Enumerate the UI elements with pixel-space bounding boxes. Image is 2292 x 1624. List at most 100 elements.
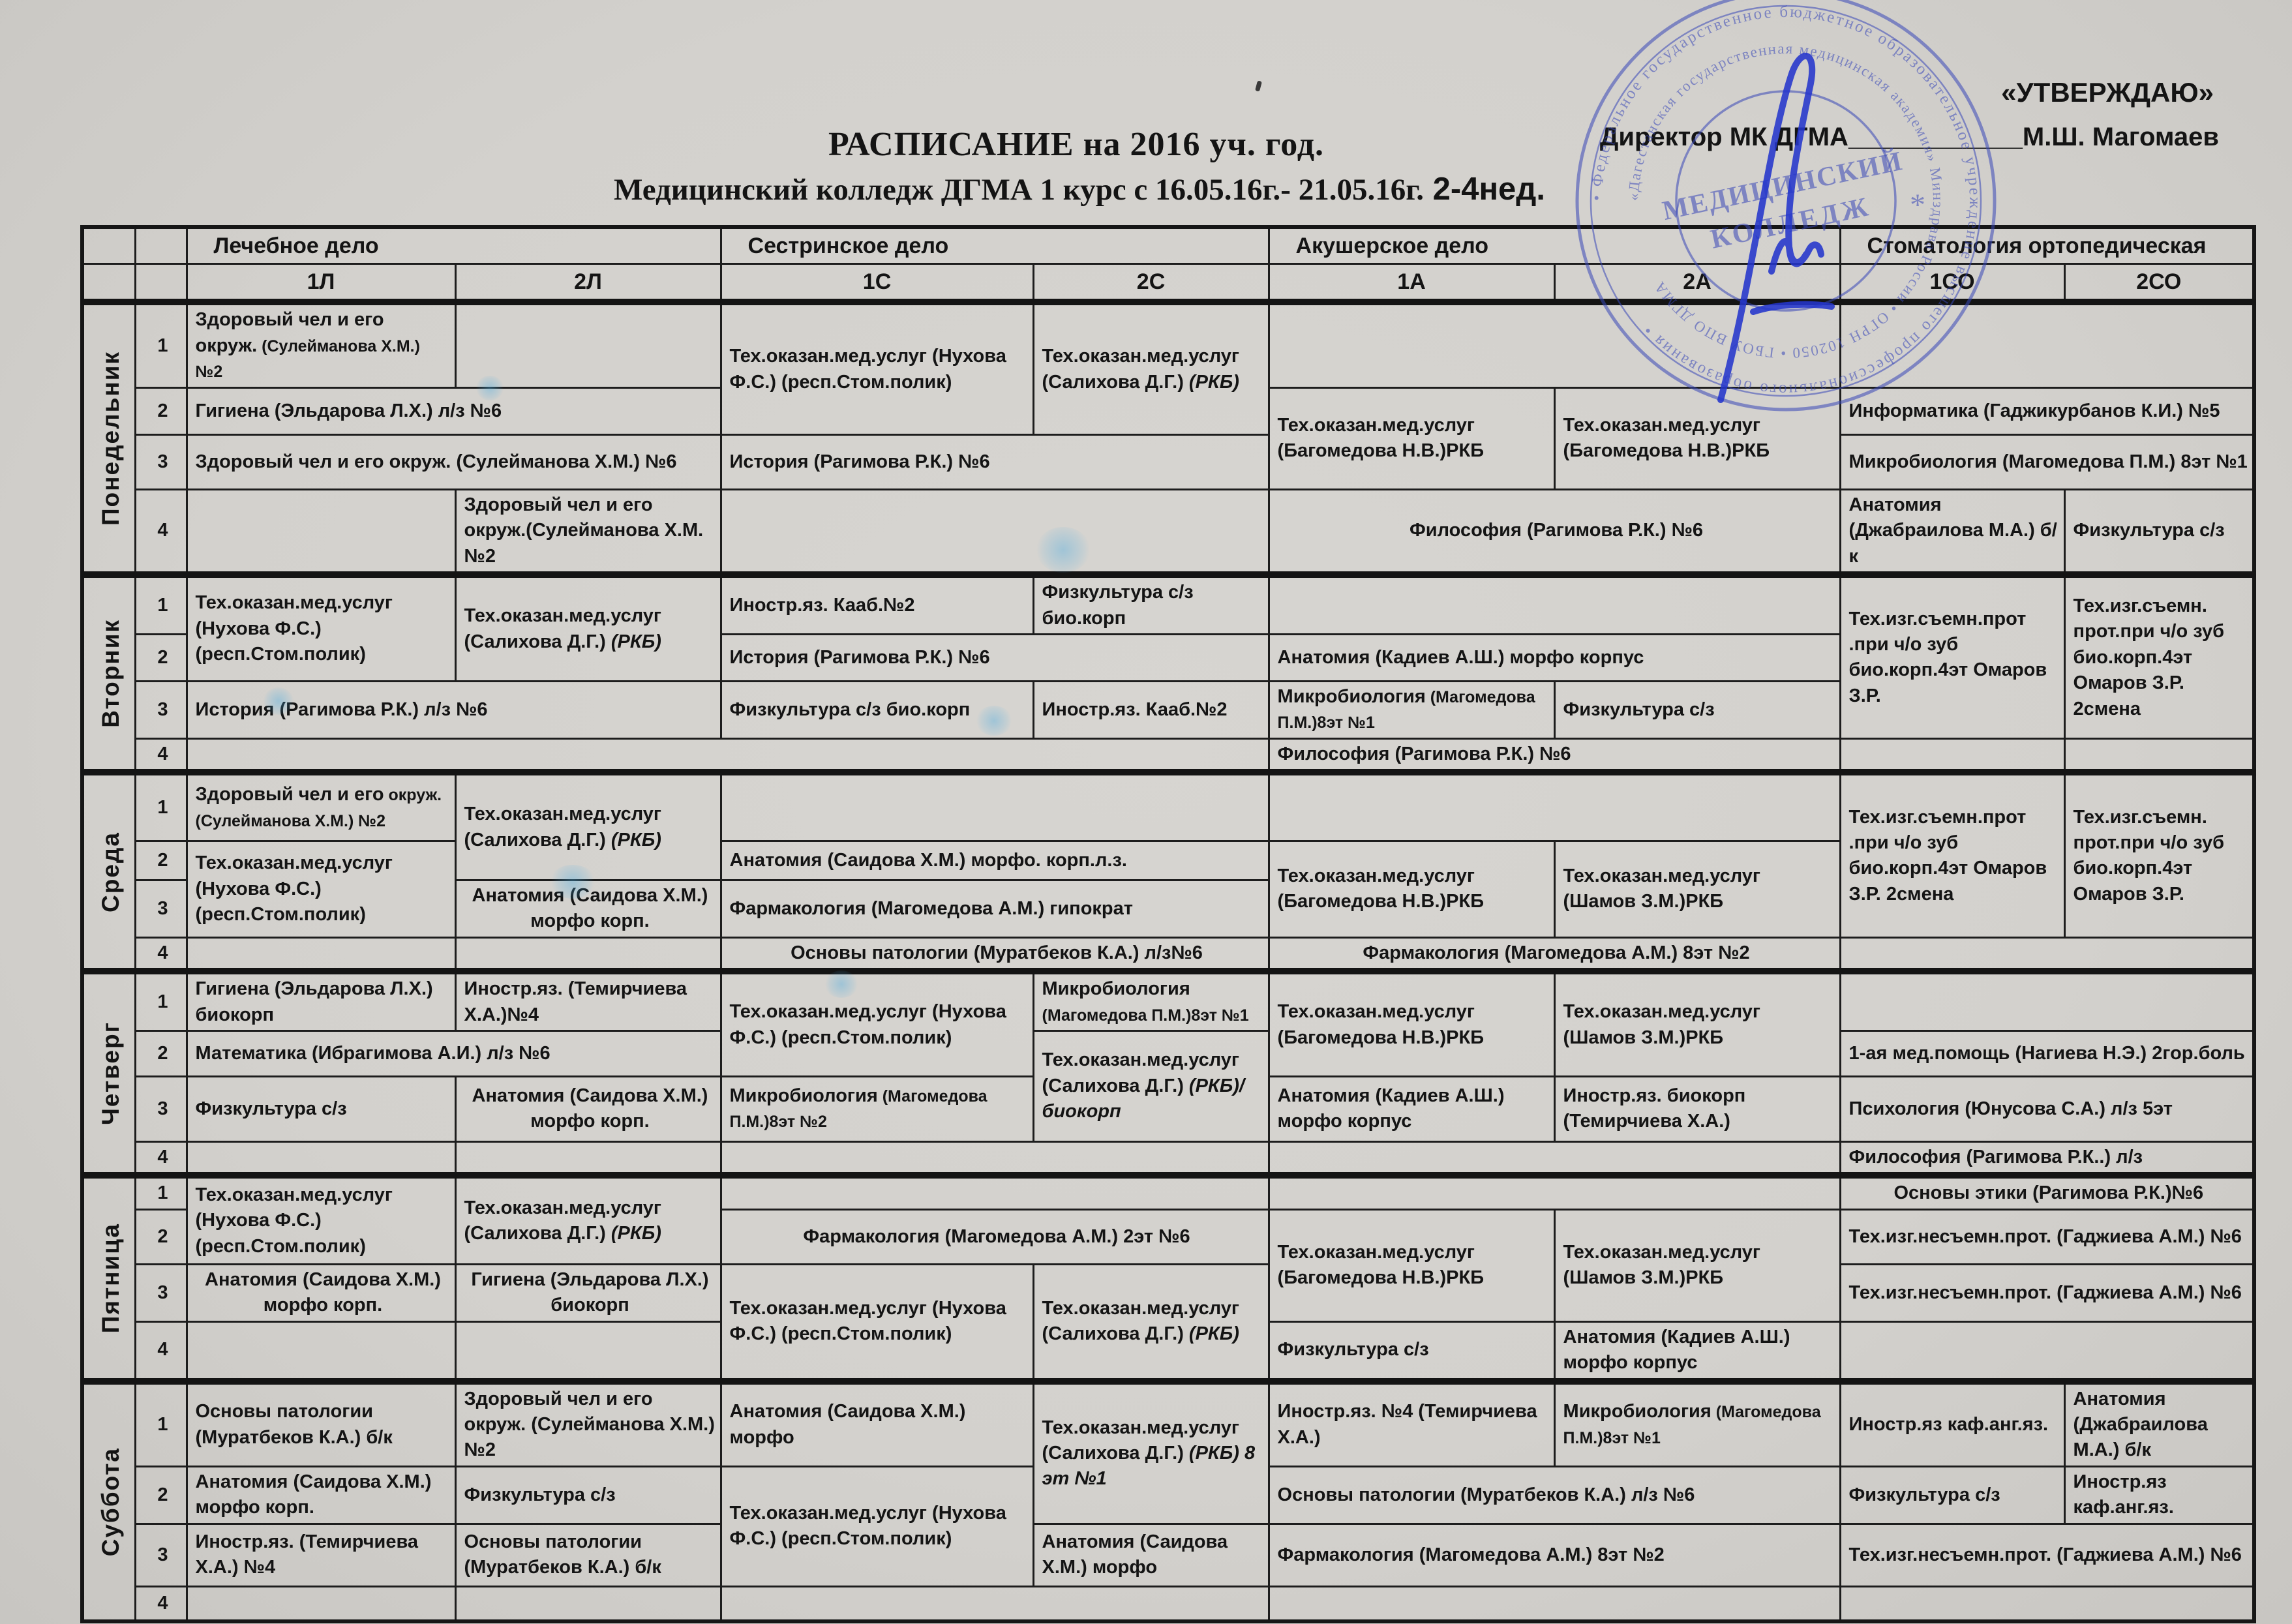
- cell-sat4-s: [719, 1585, 1270, 1623]
- cell-fri3-so: Тех.изг.несъемн.прот. (Гаджиева А.М.) №6: [1839, 1263, 2255, 1323]
- row-sat-4: 4: [82, 1585, 2255, 1623]
- cell-mon2-so: Информатика (Гаджикурбанов К.И.) №5: [1839, 386, 2255, 436]
- day-label-monday: Понедельник: [81, 299, 136, 576]
- group-header-sestrinskoe: Сестринское дело: [719, 226, 1270, 265]
- cell-fri3-1s: Тех.оказан.мед.услуг (Нухова Ф.С.) (респ…: [719, 1263, 1034, 1383]
- col-header-2l: 2Л: [454, 263, 722, 304]
- row-fri-4: 4 Физкультура с/з Анатомия (Кадиев А.Ш.)…: [82, 1320, 2255, 1383]
- lesson-number: 3: [134, 1263, 188, 1323]
- cell-fri1-a: [1267, 1172, 1841, 1210]
- row-sat-1: Суббота 1 Основы патологии (Муратбеков К…: [81, 1377, 2255, 1623]
- cell-tue1-1so: Тех.изг.съемн.прот .при ч/о зуб био.корп…: [1839, 571, 2066, 740]
- cell-thu1-2l: Иностр.яз. (Темирчиева Х.А.)№4: [454, 968, 722, 1032]
- lesson-number: 2: [134, 1208, 188, 1265]
- subtitle-text: Медицинский колледж ДГМА 1 курс с 16.05.…: [613, 173, 1425, 207]
- cell-wed4-1l: [185, 936, 457, 972]
- lesson-number: 3: [134, 879, 188, 939]
- cell-tue4-2so: [2063, 737, 2255, 774]
- cell-wed1-1so: Тех.изг.съемн.прот .при ч/о зуб био.корп…: [1839, 769, 2066, 939]
- cell-tue3-1s: Физкультура с/з био.корп: [719, 680, 1034, 740]
- cell-thu4-2l: [454, 1140, 722, 1177]
- cell-fri4-1a: Физкультура с/з: [1267, 1320, 1556, 1383]
- row-wed-4: 4 Основы патологии (Муратбеков К.А.) л/з…: [82, 936, 2255, 972]
- cell-thu3-so: Психология (Юнусова С.А.) л/з 5эт: [1839, 1075, 2255, 1143]
- lesson-number: 2: [134, 386, 188, 436]
- cell-sat3-1l: Иностр.яз. (Темирчиева Х.А.) №4: [185, 1522, 457, 1587]
- cell-wed1-2so: Тех.изг.съемн. прот.при ч/о зуб био.корп…: [2063, 769, 2255, 939]
- cell-fri3-1l: Анатомия (Саидова Х.М.) морфо корп.: [185, 1263, 457, 1323]
- row-mon-4: 4 Здоровый чел и его окруж.(Сулейманова …: [82, 488, 2255, 576]
- row-thu-2: 2 Математика (Ибрагимова А.И.) л/з №6 Те…: [82, 1029, 2255, 1143]
- day-label-friday: Пятница: [81, 1172, 136, 1383]
- cell-tue3-2s: Иностр.яз. Кааб.№2: [1032, 680, 1270, 740]
- corner-cell: [134, 226, 188, 265]
- lesson-number: 1: [134, 299, 188, 389]
- cell-tue1-1s: Иностр.яз. Кааб.№2: [719, 571, 1034, 635]
- lesson-number: 1: [134, 571, 188, 635]
- cell-fri1-2l: Тех.оказан.мед.услуг (Салихова Д.Г.) (РК…: [454, 1172, 722, 1265]
- cell-thu1-2s: Микробиология (Магомедова П.М.)8эт №1: [1032, 968, 1270, 1032]
- cell-wed4-s: Основы патологии (Муратбеков К.А.) л/з№6: [719, 936, 1270, 972]
- cell-fri3-2l: Гигиена (Эльдарова Л.Х.) биокорп: [454, 1263, 722, 1323]
- cell-thu3-1a: Анатомия (Кадиев А.Ш.) морфо корпус: [1267, 1075, 1556, 1143]
- cell-fri1-so: Основы этики (Рагимова Р.К.)№6: [1839, 1172, 2255, 1210]
- page-subtitle: Медицинский колледж ДГМА 1 курс с 16.05.…: [280, 171, 1878, 207]
- cell-mon3-l: Здоровый чел и его окруж. (Сулейманова Х…: [185, 433, 722, 490]
- cell-thu1-1l: Гигиена (Эльдарова Л.Х.) биокорп: [185, 968, 457, 1032]
- cell-wed1-s: [719, 769, 1270, 842]
- col-header-1l: 1Л: [185, 263, 457, 304]
- cell-sat3-so: Тех.изг.несъемн.прот. (Гаджиева А.М.) №6: [1839, 1522, 2255, 1587]
- cell-thu1-1a: Тех.оказан.мед.услуг (Багомедова Н.В.)РК…: [1267, 968, 1556, 1077]
- lesson-number: 2: [134, 1029, 188, 1077]
- cell-tue1-2l: Тех.оказан.мед.услуг (Салихова Д.Г.) (РК…: [454, 571, 722, 682]
- cell-sat1-2l: Здоровый чел и его окруж. (Сулейманова Х…: [454, 1377, 722, 1467]
- cell-thu3-2a: Иностр.яз. биокорп (Темирчиева Х.А.): [1553, 1075, 1841, 1143]
- cell-mon3-s: История (Рагимова Р.К.) №6: [719, 433, 1270, 490]
- cell-tue4-1so: [1839, 737, 2066, 774]
- cell-sat2-1so: Физкультура с/з: [1839, 1465, 2066, 1525]
- lesson-number: 3: [134, 1075, 188, 1143]
- cell-mon3-so: Микробиология (Магомедова П.М.) 8эт №1: [1839, 433, 2255, 490]
- cell-mon2-l: Гигиена (Эльдарова Л.Х.) л/з №6: [185, 386, 722, 436]
- cell-mon1-so: [1839, 299, 2255, 389]
- cell-thu2-so: 1-ая мед.помощь (Нагиева Н.Э.) 2гор.боль: [1839, 1029, 2255, 1077]
- weeks-badge: 2-4нед.: [1424, 172, 1546, 207]
- cell-mon4-a: Философия (Рагимова Р.К.) №6: [1267, 488, 1841, 576]
- lesson-number: 2: [134, 633, 188, 682]
- corner-cell: [134, 263, 188, 304]
- cell-thu4-s: [719, 1140, 1270, 1177]
- cell-wed4-2l: [454, 936, 722, 972]
- cell-tue1-1l: Тех.оказан.мед.услуг (Нухова Ф.С.) (респ…: [185, 571, 457, 682]
- cell-thu3-2l: Анатомия (Саидова Х.М.) морфо корп.: [454, 1075, 722, 1143]
- cell-fri4-so: [1839, 1320, 2255, 1383]
- col-header-1a: 1А: [1267, 263, 1556, 304]
- lesson-number: 2: [134, 1465, 188, 1525]
- column-header-row: 1Л 2Л 1С 2С 1А 2А 1СО 2СО: [81, 263, 2255, 304]
- scan-speck: [1255, 80, 1262, 92]
- cell-fri2-2a: Тех.оказан.мед.услуг (Шамов З.М.)РКБ: [1553, 1208, 1841, 1323]
- cell-sat1-1so: Иностр.яз каф.анг.яз.: [1839, 1377, 2066, 1467]
- cell-thu1-so: [1839, 968, 2255, 1032]
- cell-fri2-so: Тех.изг.несъемн.прот. (Гаджиева А.М.) №6: [1839, 1208, 2255, 1265]
- lesson-number: 3: [134, 433, 188, 490]
- cell-sat4-a: [1267, 1585, 1841, 1623]
- cell-mon4-2so: Физкультура с/з: [2063, 488, 2255, 576]
- cell-wed1-1l: Здоровый чел и его окруж. (Сулейманова Х…: [185, 769, 457, 842]
- cell-mon1-1l: Здоровый чел и его окруж. (Сулейманова Х…: [185, 299, 457, 389]
- cell-sat1-2s: Тех.оказан.мед.услуг (Салихова Д.Г.) (РК…: [1032, 1377, 1270, 1525]
- cell-sat2-2l: Физкультура с/з: [454, 1465, 722, 1525]
- cell-fri4-2a: Анатомия (Кадиев А.Ш.) морфо корпус: [1553, 1320, 1841, 1383]
- col-header-1s: 1С: [719, 263, 1034, 304]
- row-tue-3: 3 История (Рагимова Р.К.) л/з №6 Физкуль…: [82, 680, 2254, 740]
- col-header-2so: 2СО: [2063, 263, 2255, 304]
- cell-thu3-1s: Микробиология (Магомедова П.М.)8эт №2: [719, 1075, 1034, 1143]
- lesson-number: 4: [134, 488, 188, 576]
- lesson-number: 3: [134, 680, 188, 740]
- lesson-number: 4: [134, 737, 188, 774]
- col-header-2a: 2А: [1553, 263, 1841, 304]
- col-header-2s: 2С: [1032, 263, 1270, 304]
- cell-mon1-2l: [454, 299, 722, 389]
- row-tue-1: Вторник 1 Тех.оказан.мед.услуг (Нухова Ф…: [81, 571, 2255, 774]
- cell-wed1-2l: Тех.оказан.мед.услуг (Салихова Д.Г.) (РК…: [454, 769, 722, 881]
